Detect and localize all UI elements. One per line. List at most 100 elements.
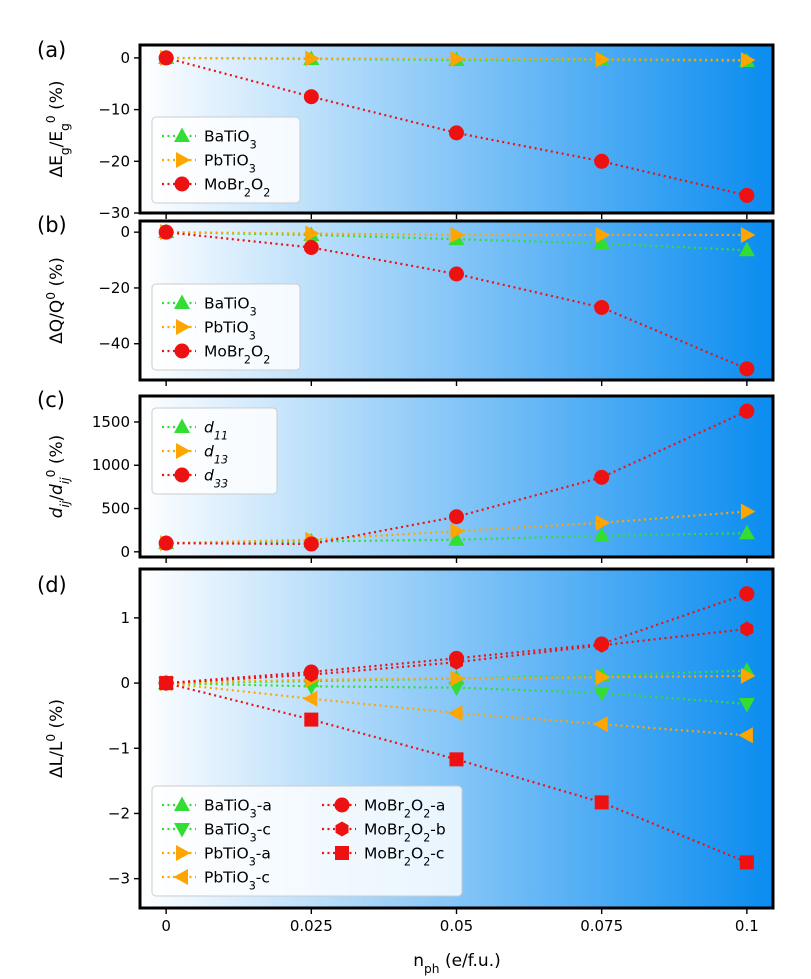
legend-entry-PbTiO3-a: PbTiO3-a	[162, 845, 271, 869]
legend-entry-BaTiO3: BaTiO3	[162, 127, 257, 152]
legend-marker	[335, 821, 349, 837]
data-point	[594, 795, 609, 810]
legend-label: PbTiO3	[204, 319, 256, 343]
panel-a: (a) 0 −10 −20 −30 ΔEg/Eg0 (%) BaTiO3PbTiO3MoBr…	[37, 38, 775, 222]
legend-marker	[174, 418, 190, 433]
data-point	[739, 586, 755, 602]
data-point	[595, 51, 611, 68]
data-point	[158, 535, 174, 551]
y-axis-label: ΔQ/Q0 (%)	[44, 257, 67, 344]
legend-label: d33	[204, 467, 228, 491]
data-point	[739, 361, 755, 377]
y-tick-label: 0	[120, 543, 130, 561]
legend-label: BaTiO3	[204, 128, 257, 152]
legend-label: BaTiO3-a	[204, 797, 272, 821]
data-point	[594, 469, 610, 485]
legend-marker	[176, 319, 191, 335]
data-point	[450, 226, 465, 243]
y-axis-label: dij/dij0 (%)	[44, 435, 72, 519]
data-point	[450, 523, 465, 540]
series-MoBr2O2	[158, 50, 755, 203]
data-point	[449, 125, 464, 141]
data-point	[302, 690, 318, 707]
y-tick-label: 500	[101, 500, 130, 518]
legend-entry-PbTiO3: PbTiO3	[162, 152, 256, 176]
data-point	[448, 705, 463, 722]
legend-entry-d13: d13	[162, 443, 228, 467]
data-point	[739, 403, 755, 419]
legend-entry-BaTiO3-a: BaTiO3-a	[162, 796, 272, 821]
y-tick-label: −20	[98, 279, 130, 297]
y-tick-label: −3	[108, 870, 130, 888]
legend-marker	[334, 797, 350, 813]
data-point	[738, 241, 755, 257]
x-axis-label: nph (e/f.u.)	[413, 951, 501, 976]
data-point	[740, 226, 756, 243]
data-point	[159, 676, 174, 691]
legend-label: d13	[204, 443, 228, 467]
series-d33	[158, 403, 755, 552]
y-tick-label: 1000	[92, 456, 130, 474]
legend-marker	[176, 443, 191, 459]
series-MoBr2O2-c	[159, 676, 754, 870]
data-point	[595, 669, 611, 686]
plot-frame	[138, 394, 775, 559]
data-point	[595, 226, 611, 243]
data-point	[593, 716, 608, 733]
legend-entry-MoBr2O2: MoBr2O2	[162, 176, 270, 199]
y-tick-label: 1	[120, 609, 130, 627]
data-point	[593, 527, 610, 542]
legend-entry-MoBr2O2-b: MoBr2O2-b	[322, 821, 446, 844]
legend-marker	[173, 869, 188, 885]
x-axis: 0 0.025 0.05 0.075 0.1	[161, 917, 758, 935]
x-tick-label: 0.05	[440, 917, 473, 935]
legend-label: PbTiO3-a	[204, 845, 271, 869]
panel-label: (a)	[37, 38, 66, 62]
legend-marker	[176, 152, 191, 168]
legend-marker	[176, 845, 191, 861]
x-tick-label: 0.075	[580, 917, 623, 935]
series-line	[166, 669, 747, 685]
legend-label: BaTiO3-c	[204, 821, 271, 845]
legend-entry-d33: d33	[162, 467, 228, 491]
data-point	[305, 50, 320, 67]
data-point	[594, 153, 610, 169]
legend-label: PbTiO3	[204, 152, 256, 176]
y-tick-label: −1	[108, 739, 130, 757]
series-MoBr2O2	[158, 224, 755, 377]
y-tick-label: −30	[98, 204, 130, 222]
data-point	[740, 503, 756, 520]
data-point	[158, 224, 174, 240]
legend-entry-BaTiO3-c: BaTiO3-c	[162, 821, 271, 845]
legend-label: MoBr2O2-c	[364, 845, 444, 869]
x-tick-label: 0	[161, 917, 171, 935]
data-point	[449, 509, 464, 525]
plot-frame	[138, 219, 775, 382]
x-tick-label: 0.1	[735, 917, 759, 935]
series-line	[166, 681, 747, 706]
x-tick-label: 0.025	[290, 917, 333, 935]
data-point	[303, 240, 319, 255]
data-point	[304, 712, 319, 727]
legend-marker	[174, 127, 190, 142]
data-point	[448, 531, 465, 546]
data-point	[593, 686, 610, 702]
series-line	[166, 532, 747, 545]
data-point	[595, 514, 611, 531]
y-tick-label: 0	[120, 223, 130, 241]
legend-marker	[174, 796, 190, 811]
y-tick-label: −2	[108, 804, 130, 822]
panel-label: (d)	[37, 573, 67, 597]
legend-entry-PbTiO3-c: PbTiO3-c	[162, 869, 270, 892]
data-point	[595, 637, 609, 653]
y-axis-label: ΔL/L0 (%)	[44, 699, 67, 778]
series-line	[165, 56, 748, 197]
legend-label: d11	[204, 419, 228, 443]
data-point	[303, 89, 319, 105]
data-point	[304, 667, 318, 683]
series-line	[165, 682, 748, 864]
